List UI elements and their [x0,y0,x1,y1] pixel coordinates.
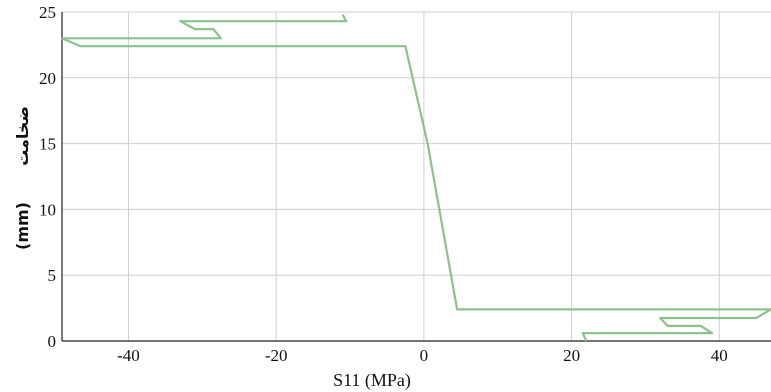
svg-text:(mm) ضخامت: (mm) ضخامت [13,106,32,250]
series-line-0 [60,14,771,342]
y-tick-label: 20 [39,69,56,88]
y-tick-label: 0 [48,332,57,351]
axes [61,12,771,342]
y-tick-labels: 0 5 10 15 20 25 [39,3,56,351]
x-tick-label: 0 [420,346,429,365]
x-tick-label: -40 [117,346,140,365]
x-tick-label: 40 [711,346,728,365]
series-group [60,14,771,342]
y-tick-label: 5 [48,266,57,285]
y-axis-title: (mm) ضخامت [13,106,32,250]
y-tick-label: 10 [39,200,56,219]
x-tick-labels: -40 -20 0 20 40 [117,346,728,365]
y-axis-unit: (mm) [13,202,32,250]
x-axis-title: S11 (MPa) [333,370,411,391]
y-tick-label: 25 [39,3,56,22]
y-tick-label: 15 [39,135,56,154]
x-tick-label: -20 [265,346,288,365]
plot-area [62,12,771,341]
x-tick-label: 20 [563,346,580,365]
y-axis-label-persian: ضخامت [13,106,32,166]
